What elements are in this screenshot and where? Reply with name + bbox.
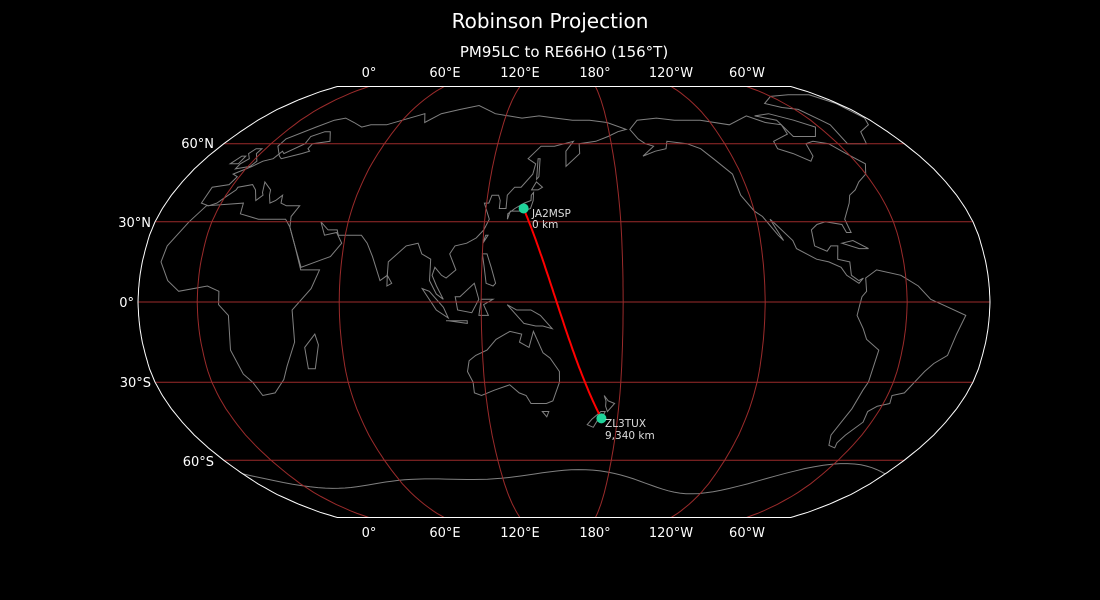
graticule [138, 86, 990, 518]
station-distance-zl3tux: 9,340 km [605, 430, 655, 442]
coastline-cuba [840, 239, 869, 250]
coastline-namerica [629, 115, 867, 284]
coastline-sumatra [420, 287, 450, 320]
top-lon-tick-0: 0° [362, 66, 377, 81]
coastline-tasmania [541, 411, 550, 418]
coastline-antarctica [242, 463, 886, 495]
lat-tick-60s: 60°S [183, 455, 214, 470]
coastline-japan [506, 191, 535, 220]
coastline-philippines [481, 253, 497, 287]
coastline-taiwan [482, 234, 489, 244]
route-layer [518, 203, 607, 424]
coastline-borneo [454, 282, 480, 314]
lat-tick-30n: 30°N [118, 216, 151, 231]
coastline-ireland [228, 155, 247, 165]
bottom-lon-tick-60e: 60°E [429, 526, 460, 541]
coastline-madagascar [304, 333, 319, 370]
station-label-zl3tux: ZL3TUX [605, 418, 646, 430]
station-label-ja2msp: JA2MSP [531, 208, 571, 220]
coastline-hokkaido [530, 181, 544, 191]
coastline-baffin [754, 113, 817, 137]
station-distance-ja2msp: 0 km [532, 219, 558, 231]
top-lon-tick-120w: 120°W [649, 66, 693, 81]
lat-tick-0: 0° [119, 296, 134, 311]
lat-tick-30s: 30°S [120, 376, 151, 391]
bottom-lon-tick-180: 180° [579, 526, 610, 541]
station-marker-ja2msp [518, 203, 529, 214]
top-lon-tick-120e: 120°E [500, 66, 540, 81]
coastline-samerica [828, 269, 967, 449]
top-lon-tick-180: 180° [579, 66, 610, 81]
coastline-australia [466, 329, 561, 404]
bottom-lon-tick-120w: 120°W [649, 526, 693, 541]
coastline-sakhalin [535, 158, 541, 181]
coastline-srilanka [386, 273, 393, 287]
bottom-lon-tick-0: 0° [362, 526, 377, 541]
coastline-nznorth [603, 395, 616, 413]
bottom-lon-tick-120e: 120°E [500, 526, 540, 541]
route-path [522, 208, 603, 419]
map-boundary [137, 86, 991, 518]
top-lon-tick-60e: 60°E [429, 66, 460, 81]
top-lon-tick-60w: 60°W [729, 66, 765, 81]
station-marker-zl3tux [596, 413, 607, 424]
map-title: Robinson Projection [451, 9, 649, 33]
coastline-eurasia [200, 104, 628, 300]
coastline-newguinea [506, 304, 554, 330]
lat-tick-60n: 60°N [181, 137, 214, 152]
bottom-lon-tick-60w: 60°W [729, 526, 765, 541]
coastline-britain [233, 148, 264, 170]
coastline-greenland [763, 94, 870, 145]
coastline-africa [160, 202, 321, 397]
map-subtitle: PM95LC to RE66HO (156°T) [459, 43, 669, 61]
coastlines [160, 94, 967, 495]
coastline-java [446, 320, 468, 324]
